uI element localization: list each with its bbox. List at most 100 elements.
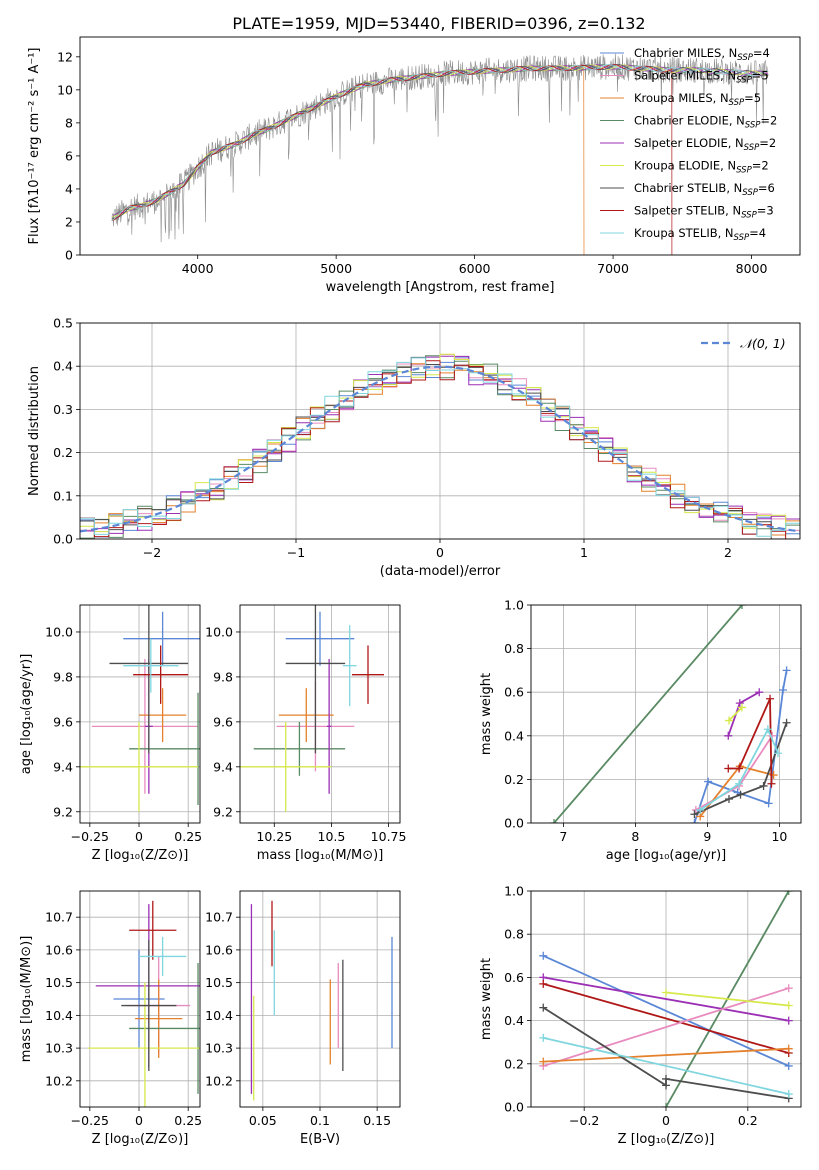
x-tick-label: 0.1 — [310, 1113, 330, 1128]
weight-series-line — [727, 691, 760, 737]
x-tick-label: 0.2 — [738, 1113, 758, 1128]
x-axis-label: mass [log₁₀(M/M⊙)] — [257, 848, 384, 863]
y-tick-label: 10.0 — [45, 624, 73, 639]
y-tick-label: 10.2 — [45, 1073, 73, 1088]
legend-label: Kroupa STELIB, NSSP=4 — [634, 226, 766, 243]
x-tick-label: 7000 — [597, 261, 629, 276]
y-tick-label: 9.6 — [213, 714, 233, 729]
weight-point-marker — [755, 688, 764, 697]
y-tick-label: 9.4 — [53, 759, 73, 774]
mass_weight_vs_age-plot-area — [531, 605, 801, 823]
x-tick-label: 0.05 — [249, 1113, 277, 1128]
mass_vs_Z-plot-area — [80, 891, 200, 1107]
legend-label: Salpeter STELIB, NSSP=3 — [634, 204, 774, 221]
y-tick-label: 0.2 — [504, 1056, 524, 1071]
weight-point-marker — [539, 1057, 548, 1066]
y-tick-label: 9.2 — [213, 804, 233, 819]
y-tick-label: 10.2 — [205, 1073, 233, 1088]
weight-point-marker — [725, 795, 733, 804]
y-tick-label: 0.8 — [504, 641, 524, 656]
legend-label: Kroupa MILES, NSSP=5 — [634, 91, 761, 108]
legend-label: Salpeter MILES, NSSP=5 — [634, 69, 769, 86]
y-tick-label: 4 — [65, 181, 73, 196]
x-tick-label: −0.2 — [569, 1113, 599, 1128]
y-tick-label: 0.0 — [53, 532, 73, 547]
x-axis-label: Z [log₁₀(Z/Z⊙)] — [618, 1132, 715, 1147]
weight-point-marker — [764, 799, 773, 808]
legend-label: Chabrier MILES, NSSP=4 — [634, 46, 770, 63]
axes-frame — [79, 604, 201, 824]
weight-point-marker — [735, 699, 744, 708]
x-tick-label: −0.25 — [71, 829, 109, 844]
axes-frame — [530, 604, 802, 824]
normal-reference-curve — [80, 365, 800, 533]
spectrum-plot-area — [111, 53, 769, 255]
y-tick-label: 1.0 — [504, 598, 524, 613]
weight-point-marker — [696, 805, 705, 814]
y-tick-label: 0.2 — [504, 772, 524, 787]
x-tick-label: 6000 — [459, 261, 491, 276]
weight-point-marker — [779, 686, 787, 695]
weight-point-marker — [773, 749, 782, 758]
legend-label: 𝒩(0, 1) — [740, 336, 786, 351]
y-tick-label: 10.3 — [45, 1041, 73, 1056]
y-tick-label: 0.1 — [53, 488, 73, 503]
y-tick-label: 0.2 — [53, 445, 73, 460]
x-tick-label: 0 — [135, 1113, 143, 1128]
weight-series-line — [543, 976, 789, 1022]
y-tick-label: 10.4 — [205, 1008, 233, 1023]
mass_vs_Z-axes: −0.25 0 0.25 10.2 10.3 10.4 10.5 10.6 10.7 Z [log… — [19, 890, 202, 1147]
y-axis-label: age [log₁₀(age/yr)] — [19, 654, 34, 775]
weight-point-marker — [784, 984, 793, 993]
weight-point-marker — [539, 951, 548, 960]
weight-point-marker — [766, 694, 775, 703]
x-tick-label: 0 — [436, 545, 444, 560]
x-axis-label: age [log₁₀(age/yr)] — [606, 848, 727, 863]
y-tick-label: 8 — [65, 115, 73, 130]
weight-point-marker — [735, 764, 744, 773]
weight-point-marker — [782, 718, 791, 727]
residual_histogram-plot-area — [80, 323, 800, 539]
y-tick-label: 0.4 — [53, 359, 73, 374]
legend-label: Chabrier STELIB, NSSP=6 — [634, 181, 775, 198]
y-tick-label: 10.4 — [45, 1008, 73, 1023]
histogram-legend: 𝒩(0, 1) — [701, 336, 786, 351]
x-tick-label: 2 — [724, 545, 732, 560]
weight-series-line — [728, 698, 773, 784]
x-tick-label: 1 — [580, 545, 588, 560]
y-tick-label: 0.3 — [53, 402, 73, 417]
y-tick-label: 0.6 — [504, 685, 524, 700]
axes-frame — [239, 604, 401, 824]
y-tick-label: 0.8 — [504, 927, 524, 942]
weight-point-marker — [704, 777, 713, 786]
y-tick-label: 1.0 — [504, 884, 524, 899]
figure-title: PLATE=1959, MJD=53440, FIBERID=0396, z=0… — [232, 14, 645, 33]
weight-point-marker — [759, 781, 768, 790]
weight-point-marker — [690, 810, 699, 819]
legend-label: Kroupa ELODIE, NSSP=2 — [634, 159, 769, 176]
y-tick-label: 10.5 — [45, 975, 73, 990]
x-tick-label: 10.75 — [371, 829, 407, 844]
x-tick-label: 10.5 — [318, 829, 346, 844]
weight-point-marker — [763, 725, 772, 734]
axes-frame — [79, 890, 201, 1108]
model-spectrum-line — [111, 63, 673, 255]
y-tick-label: 10.0 — [205, 624, 233, 639]
x-tick-label: −0.25 — [71, 1113, 109, 1128]
mass_weight_vs_Z-plot-area — [531, 891, 801, 1107]
x-axis-label: E(B-V) — [300, 1132, 340, 1147]
y-axis-label: mass weight — [479, 673, 494, 755]
y-axis-label: Flux [fλ10⁻¹⁷ erg cm⁻² s⁻¹ A⁻¹] — [27, 48, 42, 245]
y-tick-label: 2 — [65, 214, 73, 229]
age_vs_mass-axes: 10.25 10.5 10.75 9.2 9.4 9.6 9.8 10.0 mass [log₁… — [205, 604, 407, 863]
y-tick-label: 0 — [65, 248, 73, 263]
age_vs_Z-axes: −0.25 0 0.25 9.2 9.4 9.6 9.8 10.0 Z [log₁₀(Z/Z⊙)… — [19, 604, 202, 863]
weight-point-marker — [784, 891, 793, 895]
weight-point-marker — [737, 703, 746, 712]
y-tick-label: 10.7 — [205, 910, 233, 925]
weight-point-marker — [735, 779, 744, 788]
x-tick-label: 0.25 — [174, 829, 202, 844]
weight-point-marker — [539, 1033, 548, 1042]
weight-series-line — [665, 991, 789, 1007]
